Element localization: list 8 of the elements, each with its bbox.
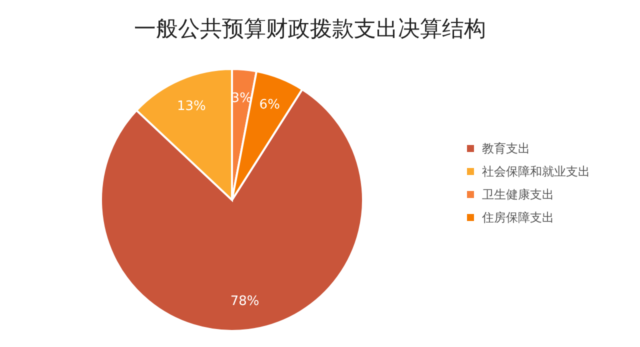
data-label: 78% (230, 294, 260, 309)
legend-label: 社会保障和就业支出 (482, 164, 590, 178)
legend-label: 卫生健康支出 (482, 187, 554, 202)
legend-label: 教育支出 (482, 141, 530, 156)
data-label: 6% (259, 98, 280, 113)
data-label: 13% (176, 98, 206, 114)
chart-title: 一般公共预算财政拨款支出决算结构 (134, 17, 486, 42)
legend-label: 住房保障支出 (481, 210, 554, 224)
